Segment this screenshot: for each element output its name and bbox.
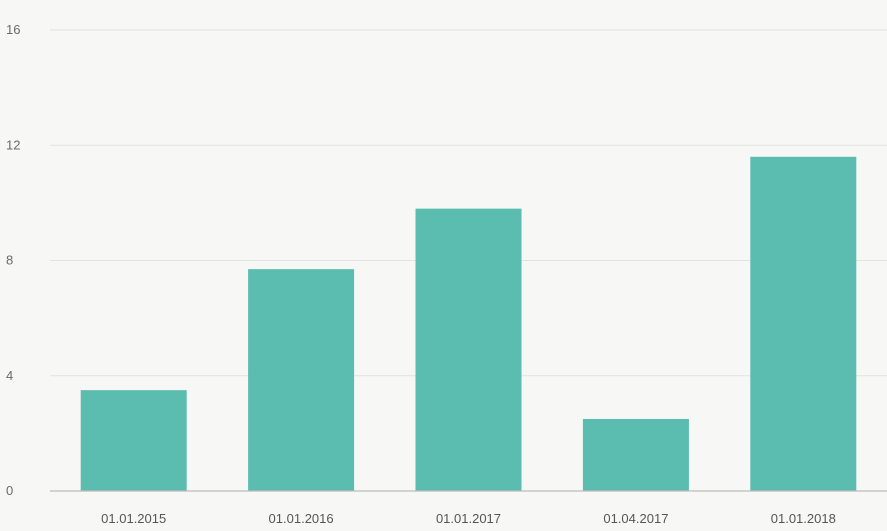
x-tick-label: 01.01.2015 xyxy=(101,511,166,526)
y-tick-label: 16 xyxy=(6,22,20,37)
x-tick-label: 01.01.2017 xyxy=(436,511,501,526)
bar-4 xyxy=(582,418,689,491)
bars xyxy=(80,156,857,491)
x-tick-label: 01.04.2017 xyxy=(603,511,668,526)
y-tick-label: 12 xyxy=(6,137,20,152)
x-tick-label: 01.01.2018 xyxy=(771,511,836,526)
axes: 0 4 8 12 16 01.01.2015 01.01.2016 01.01.2017 01.… xyxy=(6,22,887,526)
bar-2 xyxy=(248,269,355,491)
bar-5 xyxy=(750,156,857,491)
y-tick-label: 0 xyxy=(6,483,13,498)
y-tick-label: 4 xyxy=(6,368,13,383)
x-tick-label: 01.01.2016 xyxy=(269,511,334,526)
y-tick-label: 8 xyxy=(6,253,13,268)
bar-3 xyxy=(415,208,522,491)
bar-1 xyxy=(80,390,187,491)
